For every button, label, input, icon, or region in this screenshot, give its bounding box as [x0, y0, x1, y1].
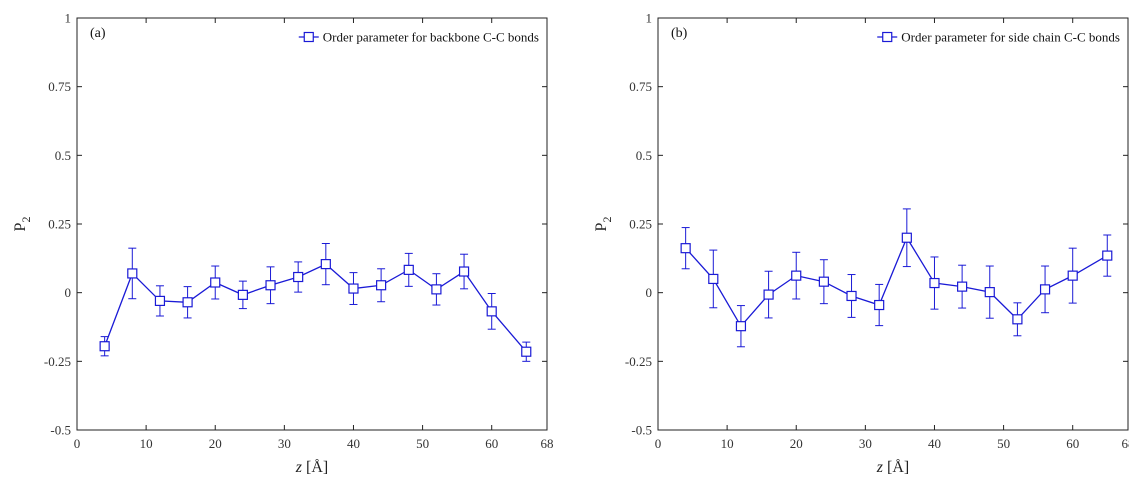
- data-point-marker: [1039, 284, 1051, 295]
- x-axis-label: z [Å]: [876, 458, 909, 476]
- data-point-marker: [874, 299, 885, 311]
- y-tick-label: 0: [65, 285, 72, 300]
- x-tick-label: 30: [859, 436, 872, 451]
- x-tick-label: 40: [347, 436, 360, 451]
- data-point-marker: [182, 297, 193, 308]
- y-axis-label-subscript: 2: [19, 217, 33, 223]
- y-axis-label-main: P: [593, 222, 610, 231]
- data-point-marker: [1012, 314, 1023, 325]
- data-point-marker: [984, 287, 995, 298]
- y-axis-label: P2: [593, 217, 614, 232]
- legend: Order parameter for backbone C-C bonds: [298, 30, 539, 45]
- y-tick-label: 0.75: [629, 79, 652, 94]
- legend-marker-swatch: [882, 31, 893, 43]
- x-axis-label-unit: [Å]: [883, 458, 909, 476]
- data-point-marker: [791, 270, 802, 281]
- x-tick-label: 0: [74, 436, 81, 451]
- x-tick-label: 40: [928, 436, 941, 451]
- data-point-marker: [521, 346, 532, 357]
- data-point-marker: [320, 259, 331, 270]
- data-point-marker: [376, 280, 387, 291]
- series-line: [685, 236, 1108, 328]
- legend-entry-label: Order parameter for backbone C-C bonds: [323, 30, 539, 45]
- chart-panel-a: 0 10 20 30 40 50 60 68 -0.5 -0.25 0 0.25 0.5 0.75 1 z […: [12, 11, 554, 477]
- x-axis-label-unit: [Å]: [302, 458, 328, 476]
- x-tick-label: 50: [997, 436, 1010, 451]
- legend-marker-swatch: [303, 31, 314, 43]
- legend: Order parameter for side chain C-C bonds: [877, 30, 1120, 45]
- data-point-marker: [237, 289, 248, 300]
- series-line: [104, 263, 527, 353]
- data-point-marker: [680, 243, 691, 254]
- x-tick-label: 20: [790, 436, 803, 451]
- x-tick-label: 60: [485, 436, 498, 451]
- y-tick-label: -0.25: [44, 354, 71, 369]
- data-point-marker: [957, 281, 968, 292]
- chart-panel-b: 0 10 20 30 40 50 60 68 -0.5 -0.25 0 0.25 0.5 0.75 1 z […: [593, 11, 1129, 477]
- y-tick-label: 0: [646, 285, 653, 300]
- data-point-marker: [403, 264, 414, 275]
- x-tick-label: 0: [655, 436, 662, 451]
- y-axis-label-subscript: 2: [600, 217, 614, 223]
- x-axis-label-variable: z: [876, 459, 884, 476]
- data-point-marker: [708, 273, 719, 285]
- y-tick-label: -0.5: [631, 423, 652, 438]
- data-point-marker: [127, 268, 138, 279]
- data-point-marker: [1067, 270, 1078, 281]
- y-axis-label: P2: [12, 217, 33, 232]
- data-series: [680, 208, 1113, 348]
- y-tick-label: -0.25: [625, 354, 652, 369]
- y-tick-label: 0.75: [48, 79, 71, 94]
- x-tick-label: 60: [1066, 436, 1079, 451]
- panel-label: (b): [671, 26, 688, 41]
- data-point-marker: [458, 266, 470, 277]
- x-tick-label: 10: [140, 436, 153, 451]
- y-tick-label: 0.25: [48, 217, 71, 232]
- data-point-marker: [154, 295, 166, 307]
- data-point-marker: [348, 283, 359, 294]
- plot-frame: [657, 17, 1129, 431]
- data-point-marker: [265, 280, 276, 291]
- x-tick-label: 50: [416, 436, 429, 451]
- data-point-marker: [901, 232, 912, 243]
- plot-frame: [76, 17, 548, 431]
- y-tick-label: 0.25: [629, 217, 652, 232]
- x-tick-label: 68: [1122, 436, 1129, 451]
- x-tick-label: 20: [209, 436, 222, 451]
- data-point-marker: [1102, 250, 1113, 261]
- x-tick-label: 10: [721, 436, 734, 451]
- data-point-marker: [293, 271, 304, 283]
- y-tick-label: 0.5: [636, 148, 652, 163]
- y-tick-label: 1: [65, 11, 72, 26]
- y-tick-label: 1: [646, 11, 653, 26]
- y-tick-label: -0.5: [50, 423, 71, 438]
- data-point-marker: [735, 321, 747, 332]
- data-series: [99, 243, 532, 362]
- data-point-marker: [818, 276, 829, 287]
- data-point-marker: [210, 277, 221, 288]
- data-point-marker: [431, 284, 442, 295]
- legend-entry-label: Order parameter for side chain C-C bonds: [901, 30, 1120, 45]
- x-tick-label: 68: [541, 436, 554, 451]
- y-axis-label-main: P: [12, 222, 29, 231]
- x-axis-label: z [Å]: [295, 458, 328, 476]
- data-point-marker: [99, 341, 110, 352]
- x-tick-label: 30: [278, 436, 291, 451]
- data-point-marker: [486, 306, 497, 317]
- data-point-marker: [929, 277, 940, 289]
- data-point-marker: [846, 290, 857, 302]
- x-axis-label-variable: z: [295, 459, 303, 476]
- panel-label: (a): [90, 26, 106, 41]
- y-tick-label: 0.5: [55, 148, 71, 163]
- data-point-marker: [763, 289, 774, 300]
